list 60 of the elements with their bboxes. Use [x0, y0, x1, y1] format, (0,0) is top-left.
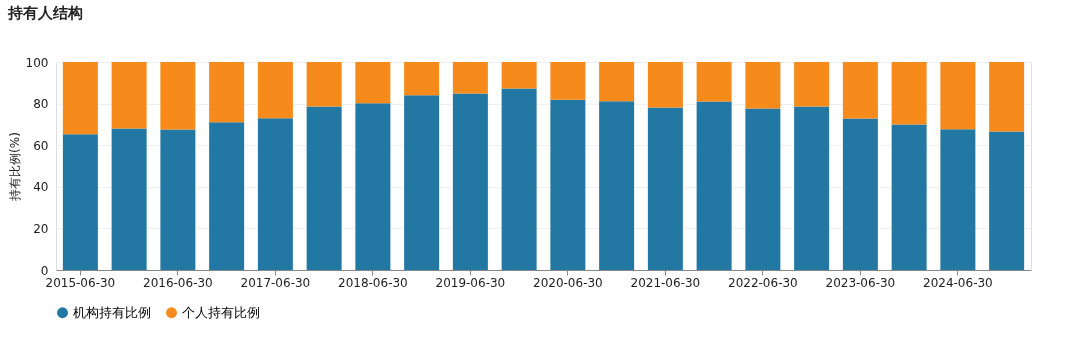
bar — [209, 62, 245, 123]
bar — [891, 62, 927, 125]
bar — [62, 134, 98, 270]
bar — [355, 62, 391, 104]
y-tick-label: 100 — [25, 55, 49, 70]
x-tick-label: 2021-06-30 — [630, 275, 701, 290]
legend-label: 机构持有比例 — [73, 304, 151, 320]
x-tick-label: 2015-06-30 — [45, 275, 116, 290]
bar — [940, 129, 976, 270]
bar — [257, 62, 293, 119]
bar — [306, 106, 342, 270]
bar — [501, 62, 537, 89]
bar — [62, 62, 98, 135]
bar — [306, 62, 342, 107]
y-tick-label: 80 — [33, 97, 49, 112]
y-tick-label: 40 — [33, 180, 49, 195]
bar — [989, 131, 1025, 270]
x-tick-label: 2024-06-30 — [923, 275, 993, 290]
bar — [696, 62, 732, 102]
bar — [842, 118, 878, 270]
y-tick-label: 60 — [33, 138, 49, 153]
bar — [940, 62, 976, 130]
bar — [891, 124, 927, 270]
bar — [257, 118, 293, 270]
bar — [111, 62, 147, 129]
x-tick-label: 2023-06-30 — [825, 275, 896, 290]
x-tick-label: 2016-06-30 — [143, 275, 213, 290]
bar — [550, 99, 586, 270]
legend-label: 个人持有比例 — [182, 304, 260, 320]
bar — [794, 62, 830, 107]
bar — [842, 62, 878, 119]
bar — [745, 62, 781, 109]
bar — [209, 122, 245, 270]
bar — [696, 101, 732, 270]
x-tick-label: 2018-06-30 — [338, 275, 408, 290]
bar — [404, 62, 440, 96]
x-tick-label: 2020-06-30 — [533, 275, 603, 290]
x-tick-label: 2019-06-30 — [435, 275, 506, 290]
bar — [452, 62, 488, 94]
y-axis-title: 持有比例(%) — [7, 132, 22, 201]
x-tick-label: 2022-06-30 — [728, 275, 798, 290]
chart-title: 持有人结构 — [7, 4, 84, 22]
bar — [501, 88, 537, 270]
bar — [599, 62, 635, 102]
bar — [404, 95, 440, 270]
bar — [452, 93, 488, 270]
y-tick-label: 20 — [33, 221, 49, 236]
bar — [647, 107, 683, 270]
bar — [355, 103, 391, 270]
bar — [989, 62, 1025, 132]
bar — [160, 129, 196, 270]
y-tick-label: 0 — [40, 263, 49, 278]
bar — [160, 62, 196, 130]
bar — [599, 101, 635, 270]
bar — [647, 62, 683, 108]
bar — [794, 106, 830, 270]
x-tick-label: 2017-06-30 — [240, 275, 311, 290]
bar — [745, 108, 781, 270]
bar — [550, 62, 586, 100]
bar — [111, 128, 147, 270]
